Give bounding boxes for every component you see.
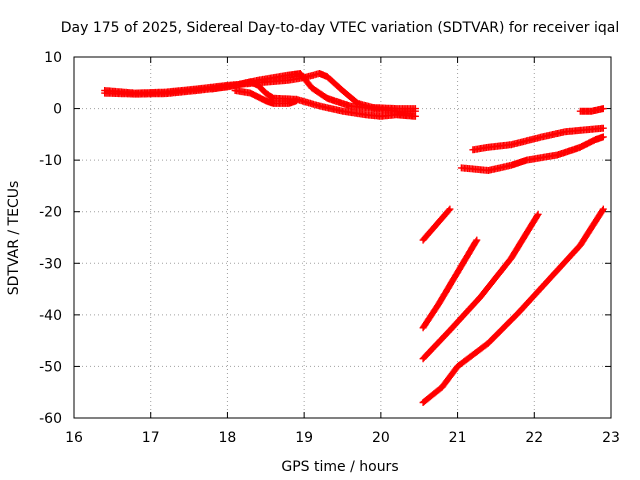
series-plus-markers <box>576 105 607 115</box>
series-plus-markers <box>419 205 454 244</box>
y-tick-labels: -60 -50 -40 -30 -20 -10 0 10 <box>39 50 62 427</box>
series-arc-2 <box>101 70 419 115</box>
series-arc-3 <box>208 78 419 120</box>
x-tick-label: 18 <box>219 430 237 446</box>
series-plus-markers <box>419 205 607 406</box>
series-arc-9 <box>457 133 607 174</box>
y-tick-label: -40 <box>39 308 62 324</box>
y-tick-label: 10 <box>44 50 62 66</box>
x-tick-labels: 16 17 18 19 20 21 22 23 <box>65 430 620 446</box>
x-tick-label: 21 <box>449 430 467 446</box>
y-axis-label: SDTVAR / TECUs <box>6 181 22 296</box>
series-plus-markers <box>208 78 419 120</box>
series-plus-markers <box>231 87 300 107</box>
x-tick-label: 22 <box>525 430 543 446</box>
y-tick-label: -50 <box>39 359 62 375</box>
x-tick-label: 20 <box>372 430 390 446</box>
x-tick-label: 19 <box>295 430 313 446</box>
y-tick-label: 0 <box>53 102 62 118</box>
series-arc-11 <box>576 105 607 115</box>
series-arc-8 <box>419 205 607 406</box>
series-arc-7 <box>419 210 542 363</box>
series-arc-5 <box>419 205 454 244</box>
series-plus-markers <box>419 236 481 332</box>
x-tick-label: 23 <box>602 430 620 446</box>
data-series <box>101 70 607 406</box>
x-axis-label: GPS time / hours <box>281 459 398 475</box>
series-arc-10 <box>469 124 607 154</box>
series-plus-markers <box>419 210 542 363</box>
chart-title: Day 175 of 2025, Sidereal Day-to-day VTE… <box>61 20 619 36</box>
series-plus-markers <box>469 124 607 154</box>
series-plus-markers <box>101 70 419 115</box>
y-tick-label: -60 <box>39 411 62 427</box>
y-tick-label: -20 <box>39 205 62 221</box>
y-tick-label: -30 <box>39 256 62 272</box>
y-tick-label: -10 <box>39 153 62 169</box>
x-tick-label: 16 <box>65 430 83 446</box>
x-tick-label: 17 <box>142 430 160 446</box>
plot-area <box>73 56 612 419</box>
series-plus-markers <box>457 133 607 174</box>
series-arc-4 <box>231 87 300 107</box>
series-arc-6 <box>419 236 481 332</box>
